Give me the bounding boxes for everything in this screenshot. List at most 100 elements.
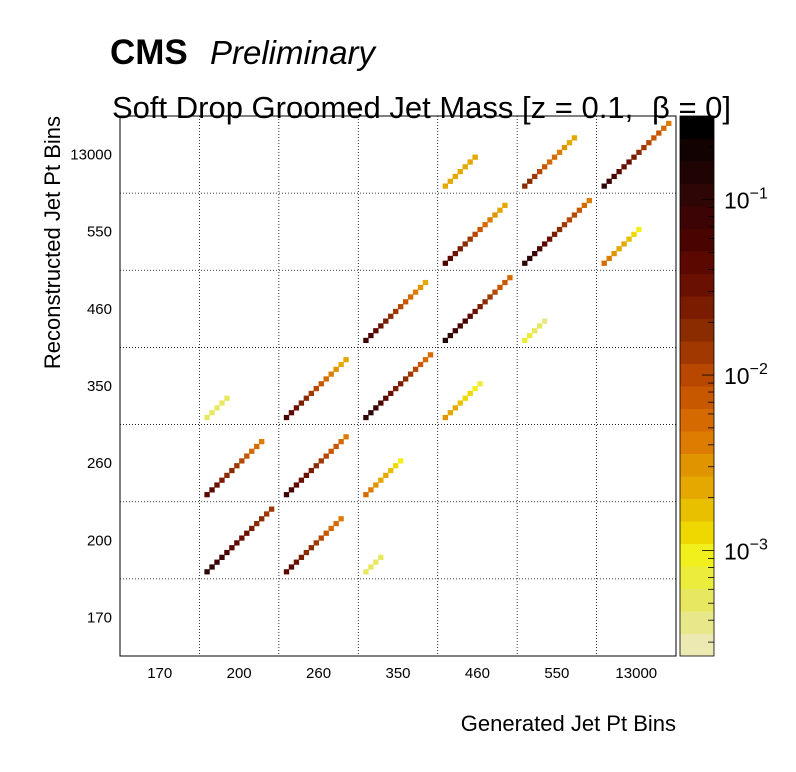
heatmap-cell	[303, 549, 310, 556]
heatmap-cell	[318, 458, 324, 464]
heatmap-cell	[368, 487, 374, 493]
heatmap-cell	[402, 376, 409, 382]
heatmap-cell	[343, 357, 349, 363]
colorbar-segment	[680, 386, 714, 409]
heatmap-cell	[651, 135, 657, 141]
heatmap-cell	[462, 164, 468, 170]
heatmap-cell	[239, 458, 245, 464]
heatmap-cell	[229, 545, 235, 551]
heatmap-cell	[452, 405, 458, 411]
colorbar-tick-exponent: −1	[750, 186, 768, 203]
colorbar-segment	[680, 183, 714, 207]
x-tick-label: 170	[147, 665, 172, 682]
heatmap-cell	[661, 125, 667, 131]
heatmap-cell	[427, 352, 434, 358]
colorbar-segment	[680, 453, 714, 477]
heatmap-cell	[472, 386, 478, 392]
heatmap-cell	[393, 386, 399, 392]
heatmap-cell	[616, 169, 622, 175]
heatmap-cell	[363, 337, 369, 344]
heatmap-cell	[422, 279, 429, 286]
heatmap-cell	[283, 492, 290, 498]
heatmap-cell	[398, 381, 404, 387]
heatmap-cell	[472, 231, 478, 237]
heatmap-cell	[254, 443, 260, 450]
heatmap-cell	[462, 318, 468, 324]
heatmap-cell	[556, 226, 563, 233]
heatmap-cell	[378, 554, 384, 560]
heatmap-cell	[368, 332, 374, 339]
heatmap-cell	[606, 178, 612, 184]
heatmap-cell	[407, 371, 414, 377]
heatmap-cell	[244, 530, 250, 536]
heatmap-cell	[621, 241, 627, 247]
heatmap-cell	[219, 477, 225, 483]
heatmap-cell	[323, 376, 329, 382]
heatmap-cell	[313, 540, 319, 546]
heatmap-cell	[293, 559, 300, 565]
heatmap-cell	[298, 477, 305, 483]
heatmap-cell	[234, 540, 240, 546]
heatmap-cell	[457, 323, 463, 329]
y-axis-label: Reconstructed Jet Pt Bins	[40, 116, 65, 369]
heatmap-cell	[298, 400, 305, 406]
x-tick-label: 200	[227, 665, 252, 682]
heatmap-cell	[293, 482, 300, 488]
heatmap-cell	[636, 149, 642, 155]
heatmap-cell	[328, 525, 334, 532]
heatmap-cell	[537, 323, 543, 329]
heatmap-cell	[303, 472, 310, 479]
x-tick-labels: 170 200 260 350 460 550 13000	[147, 665, 657, 682]
colorbar-frame	[679, 115, 715, 657]
heatmap-cell	[601, 260, 607, 266]
heatmap-cell	[343, 434, 349, 440]
heatmap-cell	[268, 506, 275, 512]
heatmap-cell	[209, 487, 215, 493]
heatmap-cell	[363, 414, 369, 421]
heatmap-cell	[219, 554, 225, 560]
heatmap-cell	[293, 405, 300, 411]
heatmap-cell	[373, 405, 379, 411]
colorbar-segment	[680, 566, 714, 589]
heatmap-cell	[333, 521, 339, 527]
colorbar-tick-label: 10−3	[724, 536, 768, 564]
heatmap-cell	[402, 299, 409, 305]
heatmap-cell	[442, 337, 449, 344]
heatmap-cell	[502, 279, 508, 286]
heatmap-cell	[556, 149, 563, 155]
heatmap-cell	[566, 217, 573, 223]
colorbar-segment	[680, 408, 714, 432]
heatmap-cells	[204, 120, 672, 575]
heatmap-cell	[214, 559, 220, 565]
heatmap-cell	[417, 284, 424, 290]
heatmap-cell	[527, 332, 533, 339]
heatmap-cell	[497, 284, 503, 290]
heatmap-cell	[259, 439, 265, 445]
heatmap-cell	[492, 212, 498, 218]
heatmap-cell	[373, 559, 379, 565]
heatmap-cell	[457, 169, 463, 175]
heatmap-cell	[244, 453, 250, 459]
heatmap-cell	[452, 251, 458, 257]
heatmap-cell	[234, 463, 240, 469]
heatmap-cell	[447, 255, 453, 262]
heatmap-cell	[209, 564, 215, 570]
chart-title: Soft Drop Groomed Jet Mass [z = 0.1,	[112, 90, 633, 125]
heatmap-cell	[477, 226, 483, 233]
heatmap-cell	[308, 467, 314, 474]
heatmap-cell	[219, 400, 225, 406]
heatmap-cell	[522, 260, 528, 266]
heatmap-cell	[442, 260, 449, 266]
heatmap-cell	[646, 140, 652, 146]
colorbar-segment	[680, 273, 714, 297]
heatmap-cell	[527, 178, 533, 184]
y-tick-label: 170	[87, 609, 112, 626]
heatmap-cell	[308, 545, 314, 551]
colorbar-tick-exponent: −3	[750, 536, 768, 553]
grid-lines	[120, 116, 676, 656]
heatmap-cell	[472, 308, 478, 315]
heatmap-cell	[204, 414, 210, 421]
heatmap-cell	[328, 448, 334, 454]
heatmap-cell	[467, 313, 473, 319]
